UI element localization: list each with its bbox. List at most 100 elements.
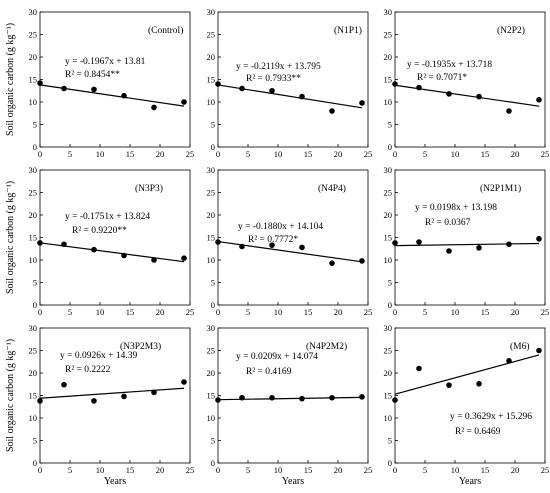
y-tick-label: 25	[384, 30, 393, 40]
regression-equation: y = 0.0198x + 13.198	[415, 203, 497, 213]
data-point	[359, 100, 365, 106]
y-tick-label: 5	[388, 436, 392, 446]
y-tick-label: 30	[29, 165, 38, 175]
regression-equation: y = -0.2119x + 13.795	[236, 62, 321, 72]
data-point	[121, 393, 127, 400]
y-tick-label: 25	[29, 30, 38, 40]
x-tick-label: 20	[511, 307, 520, 317]
r-squared-label: R² = 0.6469	[455, 427, 501, 437]
y-tick-label: 15	[207, 391, 216, 401]
data-point	[61, 241, 67, 248]
panel-label: (N3P3)	[135, 183, 163, 194]
y-tick-label: 25	[29, 188, 38, 198]
data-point	[299, 93, 305, 100]
y-tick-label: 10	[207, 97, 216, 107]
x-tick-label: 5	[423, 465, 427, 475]
data-point	[215, 239, 221, 245]
y-tick-label: 0	[211, 142, 215, 152]
data-point	[506, 241, 512, 248]
x-tick-label: 5	[423, 307, 427, 317]
panel-n2p1m1: 0 5 10 15 20 25 30 0 5 10 15 20 25 (N2P1M1) y = 0.0198…	[384, 165, 550, 317]
data-point	[299, 244, 305, 251]
data-point	[536, 347, 542, 354]
r-squared-label: R² = 0.4169	[246, 367, 292, 377]
y-tick-label: 20	[29, 52, 38, 62]
x-tick-label: 10	[274, 149, 283, 159]
panel-control: 0 5 10 15 20 25 30 0 5 10 15 20 25 (Control) y = -0.19…	[29, 7, 195, 159]
y-axis-labels: Soil organic carbon (g kg⁻¹) Soil organic…	[5, 23, 16, 452]
regression-equation: y = 0.3629x + 15.296	[450, 412, 532, 422]
data-point	[181, 99, 187, 105]
data-point	[416, 239, 422, 245]
data-point	[269, 87, 275, 94]
x-tick-label: 15	[481, 149, 490, 159]
regression-line	[394, 242, 540, 247]
data-point	[536, 236, 542, 242]
data-point	[121, 92, 127, 99]
r-squared-label: R² = 0.0367	[425, 218, 471, 228]
y-tick-label: 15	[207, 233, 216, 243]
data-point	[476, 381, 482, 387]
r-squared-label: R² = 0.7071*	[417, 73, 467, 83]
plot-frame	[39, 169, 191, 306]
y-tick-label: 0	[211, 458, 215, 468]
data-point	[239, 243, 245, 250]
y-tick-label: 25	[207, 188, 216, 198]
x-tick-label: 10	[274, 465, 283, 475]
x-tick-label: 20	[156, 465, 165, 475]
data-point	[37, 80, 43, 86]
x-tick-label: 5	[246, 149, 250, 159]
x-tick-label: 25	[541, 307, 550, 317]
y-tick-label: 20	[207, 368, 216, 378]
x-tick-label: 15	[304, 465, 313, 475]
regression-equation: y = -0.1880x + 14.104	[238, 222, 323, 232]
x-tick-label: 5	[68, 307, 72, 317]
y-tick-label: 30	[384, 7, 393, 17]
x-tick-label: 20	[511, 149, 520, 159]
x-tick-label: 25	[541, 149, 550, 159]
x-tick-label: 5	[423, 149, 427, 159]
panel-n4p4: 0 5 10 15 20 25 30 0 5 10 15 20 25 (N4P4) y = -0.1880x…	[207, 165, 373, 317]
data-point	[239, 85, 245, 92]
data-point	[392, 81, 398, 87]
y-tick-label: 5	[211, 120, 215, 130]
panel-n3p3: 0 5 10 15 20 25 30 0 5 10 15 20 25 (N3P3) y = -0.1751x…	[29, 165, 195, 317]
x-tick-label: 10	[96, 307, 105, 317]
data-point	[91, 398, 97, 404]
x-axis-labels: Years Years Years	[104, 476, 481, 487]
panel-n3p2m3: 0 5 10 15 20 25 30 0 5 10 15 20 25 (N3P2M3)y = 0.0926…	[29, 323, 195, 475]
y-tick-label: 10	[29, 97, 38, 107]
y-tick-label: 20	[207, 52, 216, 62]
x-tick-label: 20	[334, 307, 343, 317]
data-point	[269, 242, 275, 248]
x-tick-label: 15	[481, 465, 490, 475]
r-squared-label: R² = 0.7772*	[248, 235, 298, 245]
panel-label: (M6)	[510, 341, 530, 352]
data-point	[446, 382, 452, 388]
y-tick-label: 10	[384, 413, 393, 423]
x-tick-label: 10	[96, 149, 105, 159]
y-tick-label: 0	[388, 142, 392, 152]
x-tick-label: 15	[304, 149, 313, 159]
y-tick-label: 20	[384, 210, 393, 220]
x-tick-label: 0	[216, 465, 220, 475]
panel-label: (N3P2M3)	[120, 341, 161, 352]
y-tick-label: 15	[384, 391, 393, 401]
y-tick-label: 30	[29, 7, 38, 17]
data-point	[392, 397, 398, 403]
regression-equation: y = -0.1967x + 13.81	[65, 57, 146, 67]
x-tick-label: 15	[126, 307, 135, 317]
y-tick-label: 25	[29, 346, 38, 356]
y-axis-label: Soil organic carbon (g kg⁻¹)	[5, 23, 16, 136]
r-squared-label: R² = 0.8454**	[65, 70, 120, 80]
x-tick-label: 5	[246, 465, 250, 475]
data-point	[476, 245, 482, 251]
y-tick-label: 20	[207, 210, 216, 220]
y-tick-label: 30	[384, 323, 393, 333]
data-point	[91, 246, 97, 253]
x-tick-label: 25	[364, 465, 373, 475]
x-tick-label: 10	[451, 307, 460, 317]
regression-equation: y = -0.1935x + 13.718	[407, 60, 492, 70]
y-tick-label: 15	[207, 75, 216, 85]
x-tick-label: 25	[364, 149, 373, 159]
